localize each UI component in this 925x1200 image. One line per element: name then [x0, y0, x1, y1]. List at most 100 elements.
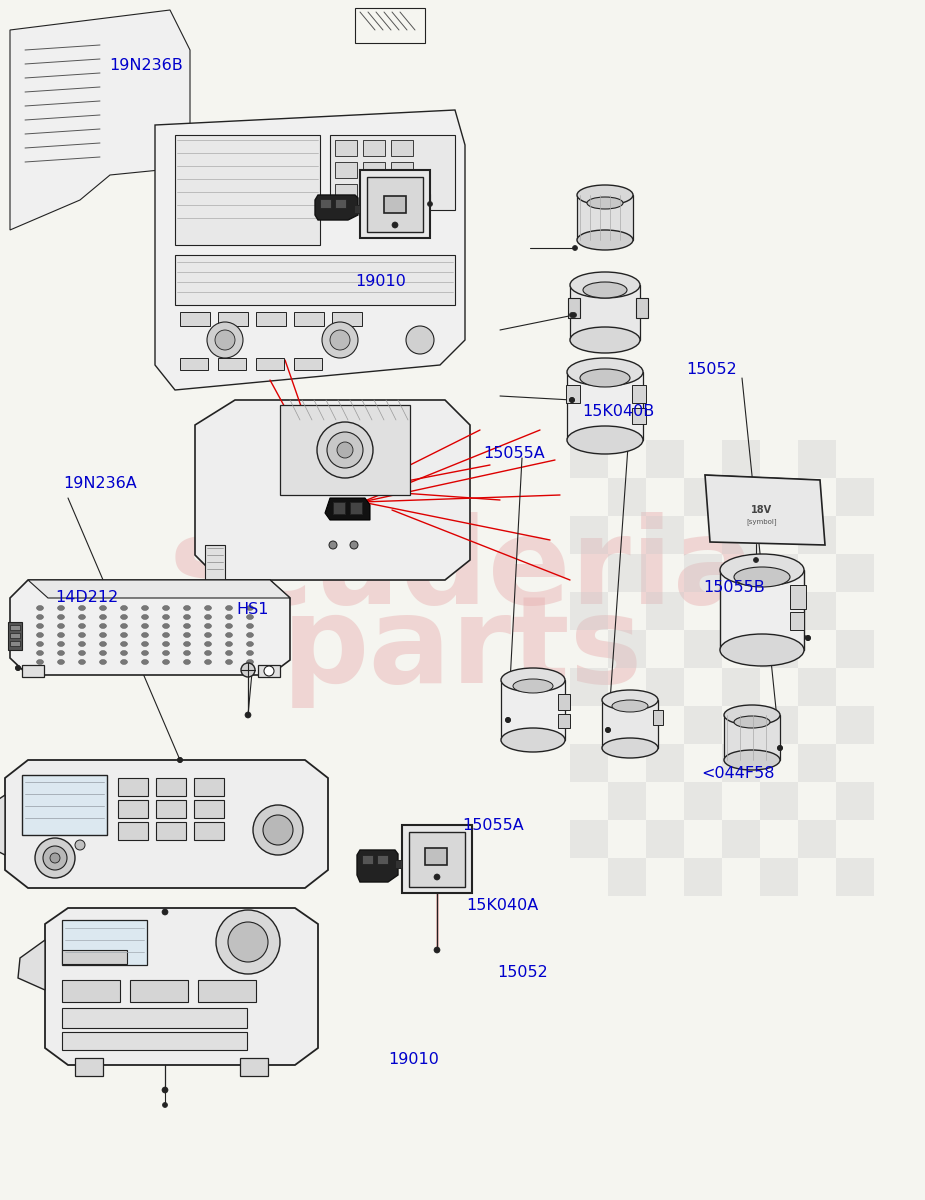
Bar — [653, 710, 663, 725]
Bar — [118, 800, 148, 818]
Ellipse shape — [163, 642, 169, 647]
Ellipse shape — [183, 660, 191, 665]
Text: 15055A: 15055A — [483, 446, 545, 461]
Ellipse shape — [501, 668, 565, 692]
Polygon shape — [724, 715, 780, 760]
Polygon shape — [10, 580, 290, 674]
Bar — [798, 592, 836, 630]
Ellipse shape — [246, 614, 253, 619]
Ellipse shape — [162, 910, 168, 914]
Text: 19010: 19010 — [388, 1052, 439, 1067]
Bar — [156, 800, 186, 818]
Ellipse shape — [57, 606, 65, 611]
Bar — [798, 820, 836, 858]
Ellipse shape — [204, 650, 212, 655]
Bar — [335, 162, 357, 178]
Bar — [646, 820, 684, 858]
Bar — [62, 1032, 247, 1050]
Ellipse shape — [806, 636, 810, 641]
Bar — [836, 630, 874, 668]
Polygon shape — [354, 205, 360, 214]
Ellipse shape — [183, 614, 191, 619]
Polygon shape — [705, 475, 825, 545]
Ellipse shape — [577, 185, 633, 205]
Bar — [156, 822, 186, 840]
Bar — [646, 744, 684, 782]
Polygon shape — [570, 284, 640, 340]
Bar — [332, 312, 362, 326]
Ellipse shape — [16, 666, 20, 671]
Bar — [608, 554, 646, 592]
Ellipse shape — [570, 397, 574, 402]
Ellipse shape — [322, 322, 358, 358]
Text: 15055A: 15055A — [462, 818, 524, 833]
Ellipse shape — [120, 660, 128, 665]
Bar — [384, 196, 406, 214]
Ellipse shape — [226, 632, 232, 637]
Bar — [760, 478, 798, 516]
Bar — [836, 478, 874, 516]
Ellipse shape — [567, 358, 643, 386]
Ellipse shape — [120, 632, 128, 637]
Ellipse shape — [572, 312, 576, 318]
Ellipse shape — [427, 202, 433, 206]
Bar — [798, 744, 836, 782]
Ellipse shape — [241, 662, 255, 677]
Ellipse shape — [226, 660, 232, 665]
Ellipse shape — [204, 606, 212, 611]
Bar — [363, 184, 385, 200]
Ellipse shape — [778, 745, 783, 750]
Ellipse shape — [246, 632, 253, 637]
Bar — [684, 706, 722, 744]
Text: [symbol]: [symbol] — [746, 518, 777, 526]
Ellipse shape — [228, 922, 268, 962]
Ellipse shape — [567, 426, 643, 454]
Bar — [335, 184, 357, 200]
Ellipse shape — [162, 1087, 168, 1093]
Bar — [836, 706, 874, 744]
Ellipse shape — [142, 650, 149, 655]
Bar — [205, 545, 225, 580]
Bar — [608, 858, 646, 896]
Bar — [175, 134, 320, 245]
Ellipse shape — [226, 624, 232, 629]
Bar — [240, 1058, 268, 1076]
Bar — [608, 478, 646, 516]
Bar — [608, 782, 646, 820]
Ellipse shape — [142, 632, 149, 637]
Bar — [646, 516, 684, 554]
Ellipse shape — [100, 606, 106, 611]
Ellipse shape — [120, 650, 128, 655]
Ellipse shape — [606, 727, 610, 732]
Ellipse shape — [142, 642, 149, 647]
Ellipse shape — [226, 614, 232, 619]
Bar — [558, 714, 570, 728]
Bar — [570, 820, 608, 858]
Bar — [722, 820, 760, 858]
Polygon shape — [10, 10, 190, 230]
Ellipse shape — [79, 660, 85, 665]
Bar — [684, 554, 722, 592]
Polygon shape — [155, 110, 465, 390]
Ellipse shape — [183, 632, 191, 637]
Bar — [75, 1058, 103, 1076]
Ellipse shape — [142, 660, 149, 665]
Ellipse shape — [50, 853, 60, 863]
Ellipse shape — [513, 679, 553, 692]
Ellipse shape — [120, 624, 128, 629]
Ellipse shape — [587, 197, 623, 209]
Bar — [836, 554, 874, 592]
Polygon shape — [325, 498, 370, 520]
Ellipse shape — [246, 606, 253, 611]
Ellipse shape — [327, 432, 363, 468]
Ellipse shape — [570, 397, 574, 402]
Text: 19N236B: 19N236B — [109, 59, 183, 73]
Bar — [360, 170, 430, 238]
Bar — [198, 980, 256, 1002]
Ellipse shape — [734, 566, 790, 587]
Polygon shape — [18, 940, 45, 990]
Bar — [118, 822, 148, 840]
Polygon shape — [567, 372, 643, 440]
Bar — [280, 404, 410, 494]
Ellipse shape — [246, 642, 253, 647]
